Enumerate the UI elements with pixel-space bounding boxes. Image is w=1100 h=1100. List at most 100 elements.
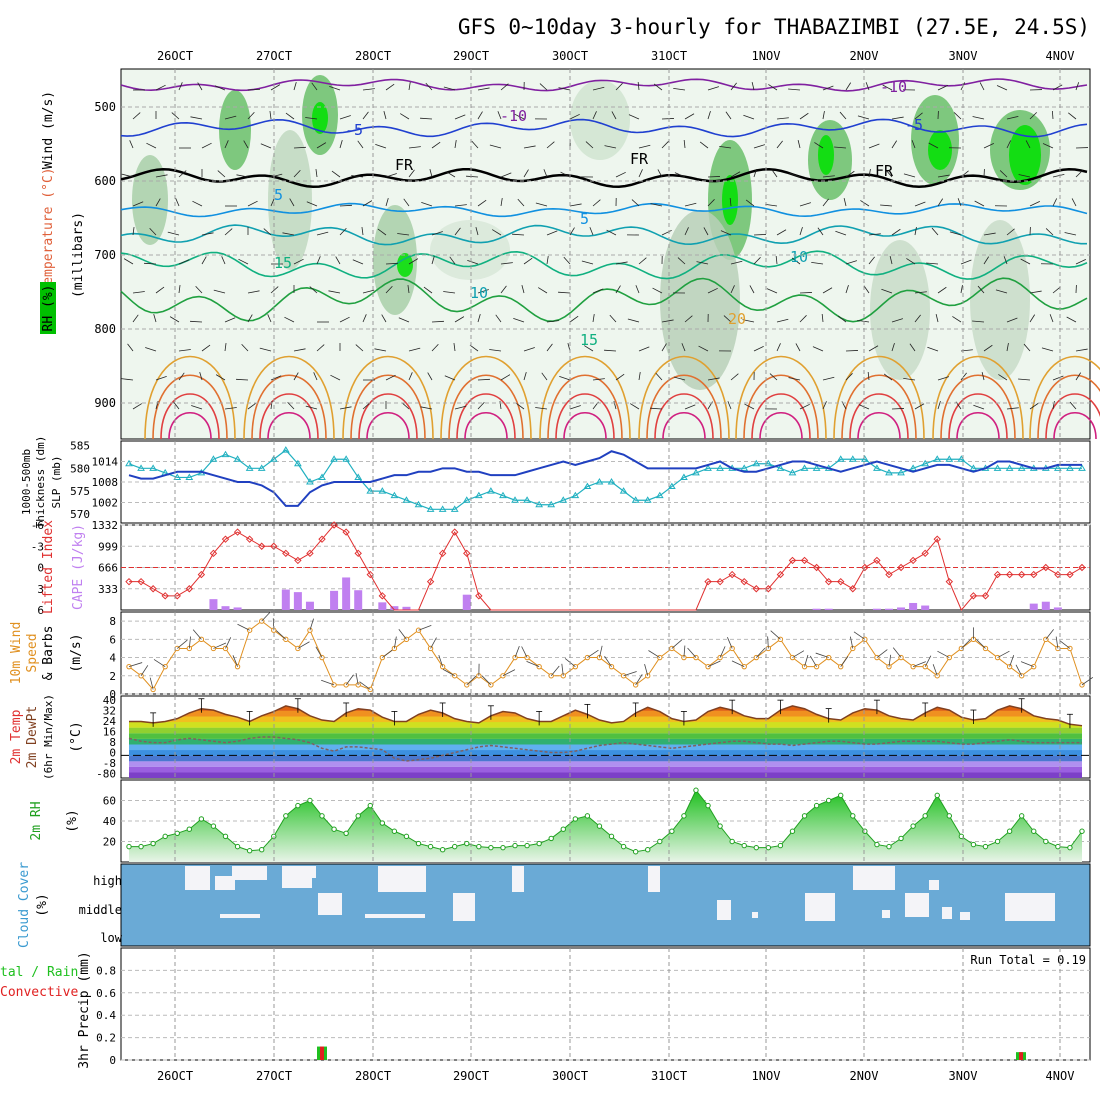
thickness-point [1005, 464, 1014, 471]
thickness-point [173, 473, 182, 480]
lifted-index-point [257, 542, 266, 550]
wind10-tick-label: 0 [109, 688, 116, 701]
rh2m-point [319, 813, 325, 819]
wind-barb [937, 198, 944, 207]
boundary-layer-isotherm [251, 374, 327, 440]
rh2m-point [645, 847, 651, 853]
date-label-bottom: 30OCT [552, 1069, 588, 1083]
wind-barb [339, 316, 350, 323]
rh-shade-blob [570, 80, 630, 160]
wind-barb [306, 201, 318, 207]
rh2m-tick-label: 60 [103, 795, 116, 808]
wind-barb [635, 285, 640, 294]
wind-barb [408, 347, 421, 352]
cloud-block [232, 866, 267, 880]
wind-barb [868, 233, 881, 236]
rh2m-point [126, 843, 132, 850]
wind-barb [201, 344, 211, 352]
cloud-block [378, 866, 426, 892]
rh2m-point [838, 792, 844, 799]
boundary-layer-isotherm [563, 412, 607, 440]
thickness-point [450, 505, 459, 512]
wind-barb [983, 143, 994, 149]
wind-barb [615, 171, 626, 178]
wind-barb [837, 315, 847, 323]
cloud-block [215, 876, 235, 890]
wind-barb [247, 290, 260, 294]
wind10-point [295, 645, 301, 652]
slp-tick-label: 1002 [92, 497, 119, 510]
rh2m-point [572, 816, 579, 822]
rh2m-tick-label: 20 [103, 836, 116, 849]
wind-barb [973, 404, 985, 410]
temp-band [129, 772, 1082, 778]
lifted-index-point [221, 535, 230, 543]
date-label-top: 29OCT [453, 49, 489, 63]
precip-tick-label: 0.8 [96, 964, 116, 977]
wind10-barb [727, 637, 733, 649]
wind-barb [638, 371, 641, 381]
pressure-tick-label: 600 [94, 174, 116, 188]
thickness-point [438, 505, 447, 512]
rh2m-point [608, 833, 615, 840]
wind-barb [495, 314, 502, 323]
lifted-index-point [849, 585, 857, 593]
boundary-layer-isotherm [849, 393, 909, 440]
wind-barb [351, 175, 364, 178]
thickness-point [836, 455, 845, 462]
cape-tick-label: 333 [98, 583, 118, 596]
wind-barb [270, 173, 283, 178]
wind-barb [725, 111, 732, 120]
thickness-point [330, 455, 338, 462]
wind-barb [153, 314, 157, 323]
temperature-contour [120, 118, 1088, 138]
wind-barb [681, 343, 686, 352]
wind-barb [661, 343, 667, 352]
rh2m-point [705, 802, 711, 809]
contour-label: FR [875, 162, 894, 180]
wind-barb [821, 313, 824, 323]
rh2m-point [874, 841, 880, 848]
wind-barb [492, 229, 502, 236]
wind-barb [569, 227, 575, 236]
wind-barb [427, 372, 433, 381]
wind-barb [1075, 82, 1080, 91]
wind-barb [453, 342, 456, 352]
wind10-barb [707, 660, 721, 668]
boundary-layer-isotherm [1045, 393, 1100, 440]
wind-barb [123, 258, 134, 265]
rh2m-point [331, 826, 337, 832]
thickness-point [547, 500, 556, 508]
wind-barb [889, 256, 893, 265]
wind-barb [335, 256, 341, 265]
wind-barb [609, 314, 617, 323]
wind-barb [132, 314, 139, 323]
wind-barb [466, 175, 479, 178]
wind-barb [812, 346, 824, 352]
wind10-barb [770, 630, 781, 640]
temperature-contours [120, 78, 1100, 440]
cape-bar [378, 602, 387, 610]
wind-barb [868, 168, 871, 178]
lifted-index-point [728, 570, 736, 579]
wind-barb [546, 141, 555, 149]
wind-barb [236, 174, 249, 178]
wind-barb [330, 374, 341, 381]
rh2m-panel: 60 40 20 [103, 779, 1091, 863]
thickness-point [716, 464, 724, 471]
wind-barb [1071, 198, 1077, 207]
wind-barb [589, 227, 594, 236]
wind-barb [121, 378, 134, 381]
wind-barb [817, 227, 824, 236]
wind-barb [953, 112, 962, 120]
wind10-barb [192, 629, 202, 640]
wind10-barb [731, 660, 745, 668]
wind-barb [822, 175, 835, 178]
lifted-index-point [800, 556, 809, 565]
lifted-index-point [354, 549, 362, 558]
wind-barb [834, 146, 847, 149]
cape-bar [897, 607, 906, 610]
lifted-index-point [1066, 570, 1074, 579]
